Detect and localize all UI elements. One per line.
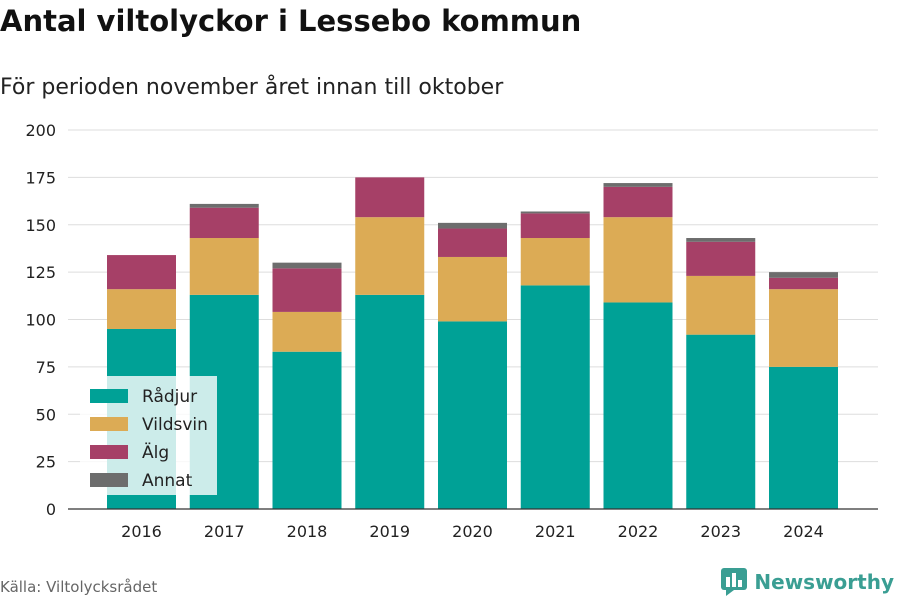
legend-label: Älg bbox=[142, 442, 169, 463]
legend-label: Rådjur bbox=[142, 386, 197, 407]
x-tick-label: 2018 bbox=[287, 522, 328, 541]
bar-segment bbox=[107, 255, 176, 290]
bar-segment bbox=[769, 289, 838, 367]
y-tick-label: 175 bbox=[25, 168, 56, 187]
x-tick-label: 2024 bbox=[783, 522, 824, 541]
bar-segment bbox=[603, 302, 673, 509]
bar-segment bbox=[520, 285, 590, 509]
y-tick-label: 125 bbox=[25, 263, 56, 282]
bar-segment bbox=[438, 222, 507, 229]
chart-title: Antal viltolyckor i Lessebo kommun bbox=[0, 4, 582, 38]
source-note: Källa: Viltolycksrådet bbox=[0, 578, 158, 596]
chart-subtitle: För perioden november året innan till ok… bbox=[0, 75, 504, 100]
bar-segment bbox=[438, 256, 507, 322]
bar-segment bbox=[272, 351, 342, 509]
legend-swatch bbox=[90, 473, 128, 487]
bar-segment bbox=[107, 289, 176, 329]
legend-label: Vildsvin bbox=[142, 415, 208, 435]
y-tick-label: 0 bbox=[46, 500, 56, 519]
bar-segment bbox=[686, 275, 756, 335]
bar-segment bbox=[686, 238, 756, 242]
y-axis-ticks: 0 25 50 75 100 125 150 175 200 bbox=[25, 121, 56, 519]
bar-segment bbox=[438, 321, 507, 509]
bar-segment bbox=[189, 207, 259, 239]
bar-segment bbox=[769, 272, 838, 278]
bar-segment bbox=[520, 238, 590, 286]
bar-segment bbox=[769, 277, 838, 290]
bar-segment bbox=[686, 241, 756, 276]
brand-name: Newsworthy bbox=[754, 570, 894, 594]
bar-segment bbox=[355, 217, 425, 295]
bar-segment bbox=[355, 294, 425, 509]
bar-segment bbox=[272, 262, 342, 269]
y-tick-label: 25 bbox=[36, 453, 56, 472]
bar-segment bbox=[438, 228, 507, 257]
legend-swatch bbox=[90, 417, 128, 431]
y-tick-label: 50 bbox=[36, 405, 56, 424]
x-tick-label: 2021 bbox=[535, 522, 576, 541]
y-tick-label: 75 bbox=[36, 358, 56, 377]
x-tick-label: 2023 bbox=[700, 522, 741, 541]
legend: Rådjur Vildsvin Älg Annat bbox=[80, 376, 217, 495]
x-tick-label: 2017 bbox=[204, 522, 245, 541]
bar-segment bbox=[189, 238, 259, 295]
bar-segment bbox=[520, 213, 590, 239]
bar-segment bbox=[603, 183, 673, 187]
bar-segment bbox=[603, 217, 673, 303]
x-tick-label: 2020 bbox=[452, 522, 493, 541]
x-axis-ticks: 2016 2017 2018 2019 2020 2021 2022 2023 2024 bbox=[121, 522, 824, 541]
bar-segment bbox=[603, 186, 673, 218]
bar-segment bbox=[272, 268, 342, 312]
bar-segment bbox=[769, 366, 838, 509]
x-tick-label: 2016 bbox=[121, 522, 162, 541]
bar-segment bbox=[686, 334, 756, 509]
legend-swatch bbox=[90, 445, 128, 459]
bar-segment bbox=[355, 177, 425, 218]
bar-segment bbox=[272, 311, 342, 352]
y-tick-label: 100 bbox=[25, 311, 56, 330]
newsworthy-bar-icon bbox=[721, 568, 748, 596]
bar-segment bbox=[520, 211, 590, 214]
legend-label: Annat bbox=[142, 471, 193, 491]
legend-swatch bbox=[90, 389, 128, 403]
bar-segment bbox=[189, 203, 259, 208]
x-tick-label: 2019 bbox=[369, 522, 410, 541]
y-tick-label: 150 bbox=[25, 216, 56, 235]
newsworthy-logo: Newsworthy bbox=[721, 568, 894, 596]
y-tick-label: 200 bbox=[25, 121, 56, 140]
x-tick-label: 2022 bbox=[618, 522, 659, 541]
